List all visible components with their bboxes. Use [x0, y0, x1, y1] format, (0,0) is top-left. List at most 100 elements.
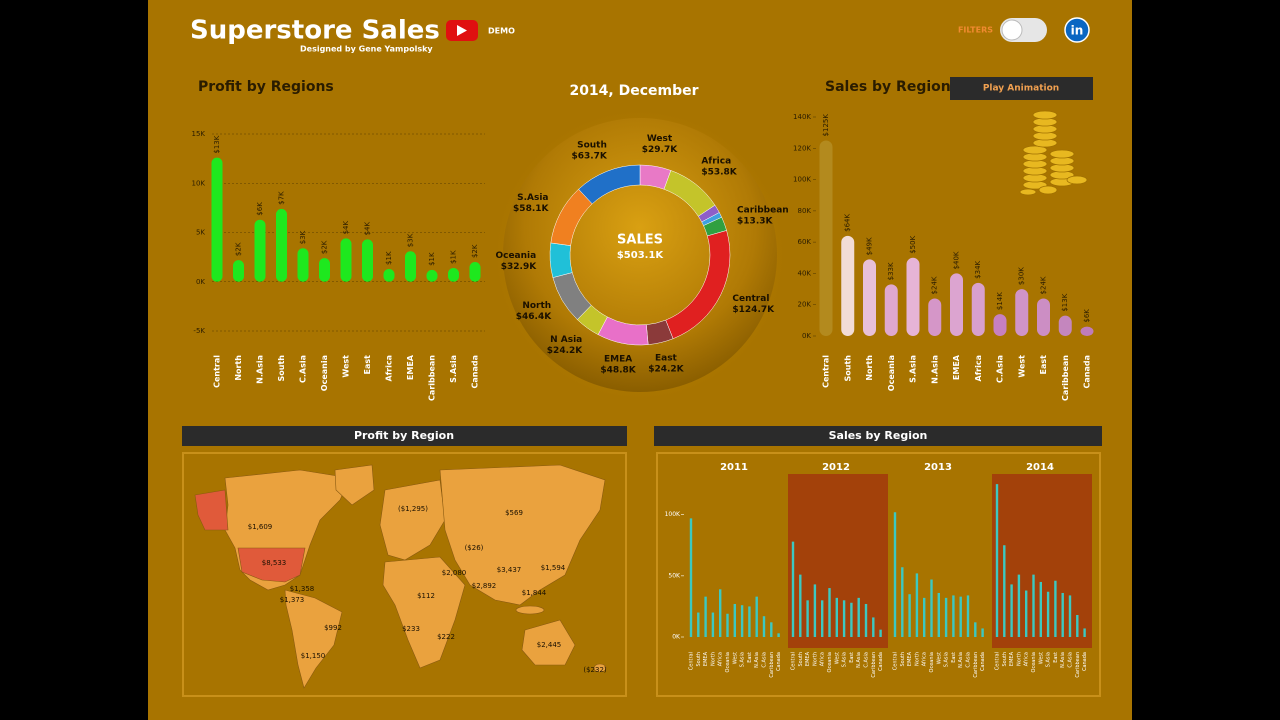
year-label: 2014 — [1026, 462, 1054, 473]
linkedin-text: in — [1071, 24, 1084, 38]
value-label: $6K — [1083, 309, 1091, 323]
segment-value: $32.9K — [501, 262, 537, 272]
x-tick-label: Africa — [1024, 652, 1030, 666]
bar — [276, 208, 287, 282]
map-label: ($232) — [583, 666, 607, 674]
value-label: $40K — [953, 251, 961, 269]
play-button[interactable] — [950, 77, 1093, 100]
segment-label: North — [522, 301, 551, 311]
x-tick-label: Africa — [385, 355, 394, 382]
x-tick-label: East — [1039, 355, 1048, 375]
segment-value: $63.7K — [571, 151, 607, 161]
y-tick-label: 0K — [672, 634, 681, 641]
bar — [340, 238, 352, 282]
x-tick-label: Caribbean — [973, 652, 979, 678]
x-tick-label: C.Asia — [762, 652, 768, 668]
x-tick-label: Central — [213, 355, 222, 388]
bar — [233, 260, 244, 282]
y-tick-label: 0K — [196, 278, 205, 286]
segment-value: $46.4K — [516, 312, 552, 322]
x-tick-label: East — [1053, 652, 1059, 663]
x-tick-label: S.Asia — [909, 355, 918, 383]
x-tick-label: Canada — [878, 652, 884, 671]
value-label: $24K — [1040, 276, 1048, 294]
x-tick-label: Caribbean — [428, 355, 437, 401]
linkedin-icon[interactable] — [1064, 17, 1090, 43]
x-tick-label: S.Asia — [944, 652, 950, 667]
bar — [1015, 289, 1029, 336]
y-tick-label: 80K — [798, 207, 812, 215]
bar — [405, 251, 416, 282]
map-label: $2,445 — [537, 641, 562, 649]
value-label: $3K — [407, 233, 415, 247]
x-tick-label: South — [798, 652, 804, 667]
center-value: $503.1K — [617, 250, 665, 261]
badge: DEMO — [488, 27, 515, 36]
x-tick-label: C.Asia — [966, 652, 972, 668]
value-label: $30K — [1018, 267, 1026, 285]
bar — [319, 258, 330, 282]
segment-value: $24.2K — [648, 364, 684, 374]
x-tick-label: North — [234, 355, 243, 381]
y-tick-label: 140K — [793, 113, 811, 121]
segment-value: $24.2K — [547, 346, 583, 356]
x-tick-label: N.Asia — [754, 652, 760, 668]
x-tick-label: North — [812, 652, 818, 666]
map-label: $1,150 — [301, 652, 326, 660]
sales-year-title: Sales by Region — [829, 429, 928, 442]
bar — [1037, 298, 1050, 336]
bar — [950, 273, 963, 336]
play-button-label[interactable]: Play Animation — [983, 84, 1059, 94]
x-tick-label: Canada — [776, 652, 782, 671]
y-tick-label: 100K — [665, 511, 681, 518]
value-label: $2K — [321, 240, 329, 254]
value-label: $34K — [974, 260, 982, 278]
y-tick-label: 60K — [798, 238, 812, 246]
title: Superstore Sales — [190, 16, 440, 46]
chart-title: Sales by Region — [825, 79, 951, 95]
x-tick-label: N.Asia — [256, 355, 265, 384]
map-label: $3,437 — [497, 566, 522, 574]
x-tick-label: South — [696, 652, 702, 667]
x-tick-label: Central — [791, 652, 797, 670]
x-tick-label: Oceania — [320, 355, 329, 391]
value-label: $2K — [471, 244, 479, 258]
map-label: $112 — [417, 592, 435, 600]
x-tick-label: EMEA — [805, 651, 811, 666]
x-tick-label: Canada — [1082, 652, 1088, 671]
map-label: $992 — [324, 624, 342, 632]
x-tick-label: West — [936, 652, 942, 664]
bar — [362, 239, 373, 282]
x-tick-label: West — [732, 652, 738, 664]
bar — [383, 268, 395, 282]
world-map — [194, 464, 607, 689]
x-tick-label: Canada — [1083, 355, 1092, 389]
bar — [254, 219, 266, 282]
subtitle: Designed by Gene Yampolsky — [300, 45, 433, 54]
x-tick-label: Canada — [980, 652, 986, 671]
value-label: $125K — [822, 114, 830, 137]
map-label: $1,609 — [248, 523, 273, 531]
x-tick-label: Caribbean — [871, 652, 877, 678]
toggle-knob — [1001, 19, 1023, 41]
x-tick-label: North — [710, 652, 716, 666]
map-label: $1,844 — [522, 589, 547, 597]
value-label: $14K — [996, 292, 1004, 310]
value-label: $3K — [299, 230, 307, 244]
value-label: $49K — [866, 237, 874, 255]
segment-label: EMEA — [604, 354, 632, 364]
value-label: $2K — [235, 242, 243, 256]
x-tick-label: East — [951, 652, 957, 663]
value-label: $7K — [278, 191, 286, 205]
map-label: ($1,295) — [398, 505, 428, 513]
segment-label: Oceania — [495, 251, 536, 261]
x-tick-label: EMEA — [406, 354, 415, 380]
donut-segment — [549, 242, 573, 278]
year-label: 2011 — [720, 462, 748, 473]
value-label: $64K — [844, 214, 852, 232]
segment-value: $29.7K — [642, 145, 678, 155]
x-tick-label: Central — [893, 652, 899, 670]
y-tick-label: 15K — [192, 130, 206, 138]
x-tick-label: Oceania — [1031, 652, 1037, 672]
value-label: $50K — [909, 235, 917, 253]
